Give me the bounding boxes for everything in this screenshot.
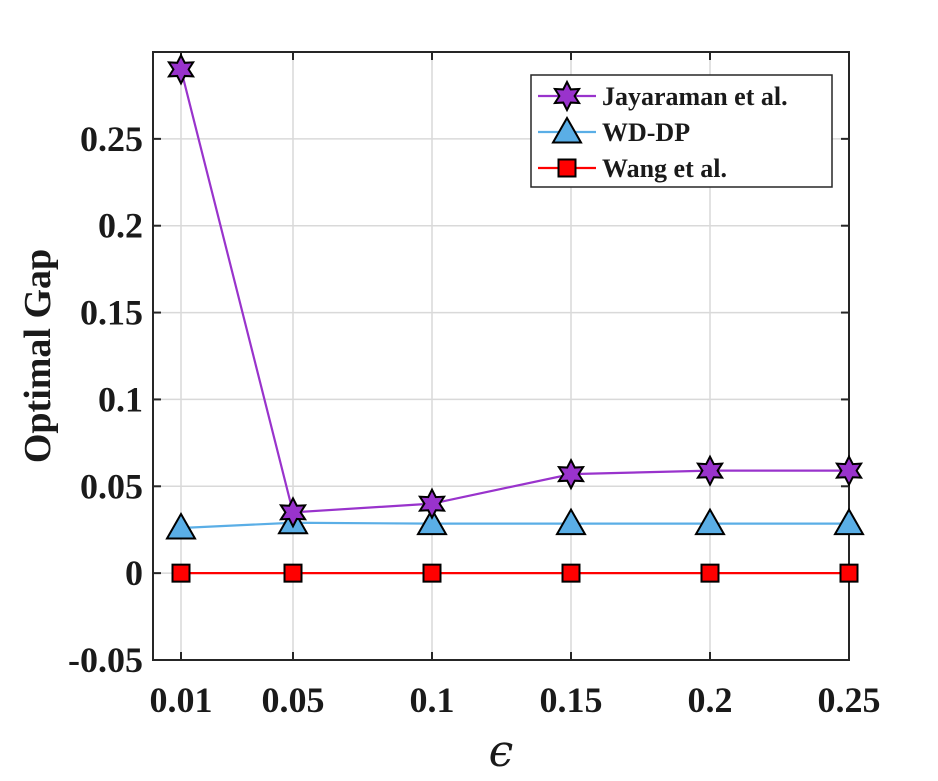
- series-line: [179, 69, 849, 514]
- x-tick-label: 0.15: [540, 680, 603, 720]
- legend-item: WD-DP: [538, 115, 690, 147]
- y-tick-label: 0.05: [80, 466, 143, 506]
- legend: Jayaraman et al. WD-DP Wang et al.: [530, 74, 833, 188]
- data-point: [834, 454, 864, 487]
- data-point: [555, 507, 587, 536]
- x-tick-label: 0.1: [410, 680, 455, 720]
- data-point: [833, 507, 865, 536]
- data-point: [165, 511, 197, 540]
- series-wang-et-al: [171, 563, 859, 583]
- x-axis: 0.01 0.05 0.1 0.15 0.2 0.25: [150, 52, 881, 720]
- x-tick-label: 0.01: [150, 680, 213, 720]
- legend-label: Wang et al.: [602, 154, 727, 183]
- data-point: [422, 563, 442, 583]
- series-jayaraman-et-al: [166, 53, 864, 529]
- y-axis-label: Optimal Gap: [17, 249, 59, 463]
- series-layer: [165, 53, 865, 583]
- y-tick-label: 0.25: [80, 119, 143, 159]
- data-point: [283, 563, 303, 583]
- legend-marker: [551, 115, 583, 144]
- data-point: [700, 563, 720, 583]
- data-point: [561, 563, 581, 583]
- legend-marker: [552, 79, 582, 113]
- data-point: [839, 563, 859, 583]
- data-point: [556, 457, 586, 491]
- data-point: [694, 507, 726, 536]
- legend-marker: [557, 158, 577, 178]
- y-tick-label: -0.05: [68, 640, 143, 680]
- x-tick-label: 0.2: [688, 680, 733, 720]
- data-point: [695, 454, 725, 487]
- legend-item: Wang et al.: [538, 154, 727, 183]
- series-wd-dp: [165, 506, 865, 540]
- x-tick-label: 0.05: [262, 680, 325, 720]
- y-tick-label: 0: [125, 553, 143, 593]
- x-axis-label: ϵ: [489, 726, 514, 777]
- y-axis: -0.05 0 0.05 0.1 0.15 0.2 0.25: [68, 119, 849, 680]
- y-tick-label: 0.1: [98, 379, 143, 419]
- data-point: [166, 53, 196, 86]
- data-point: [171, 563, 191, 583]
- data-point: [278, 496, 308, 529]
- legend-label: WD-DP: [602, 118, 690, 147]
- data-point: [416, 507, 448, 536]
- series-line: [180, 521, 849, 530]
- legend-item: Jayaraman et al.: [538, 79, 788, 113]
- data-point: [417, 487, 447, 520]
- y-tick-label: 0.15: [80, 293, 143, 333]
- x-tick-label: 0.25: [818, 680, 881, 720]
- y-tick-label: 0.2: [98, 206, 143, 246]
- legend-label: Jayaraman et al.: [602, 82, 788, 111]
- plot-frame: [152, 51, 850, 661]
